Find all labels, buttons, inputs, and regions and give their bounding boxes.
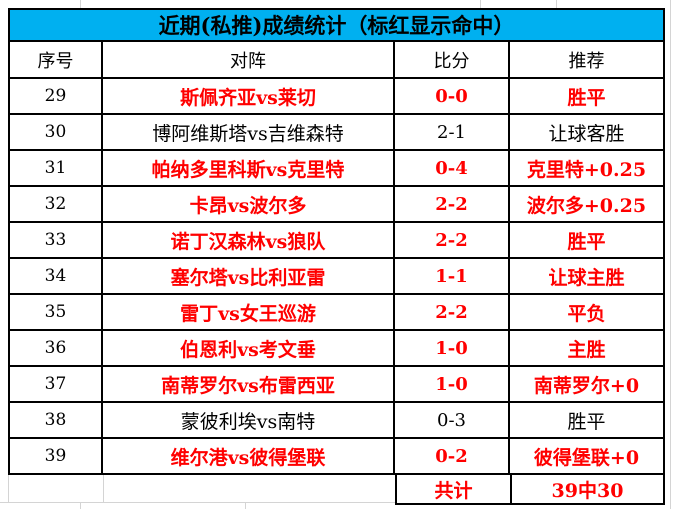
cell-seq[interactable]: 34 xyxy=(10,259,103,295)
cell-seq[interactable]: 38 xyxy=(10,403,103,439)
table-row: 33 诺丁汉森林vs狼队 2-2 胜平 xyxy=(8,223,665,259)
cell-match[interactable]: 南蒂罗尔vs布雷西亚 xyxy=(103,367,395,403)
cell-recommendation[interactable]: 波尔多+0.25 xyxy=(510,187,665,223)
header-seq[interactable]: 序号 xyxy=(10,42,103,79)
gridline-top-2 xyxy=(480,0,481,8)
cell-score[interactable]: 2-2 xyxy=(395,223,510,259)
header-recommendation[interactable]: 推荐 xyxy=(510,42,665,79)
cell-seq[interactable]: 37 xyxy=(10,367,103,403)
cell-seq[interactable]: 31 xyxy=(10,151,103,187)
footer-row: 共计 39中30 xyxy=(8,475,665,505)
table-row: 29 斯佩齐亚vs莱切 0-0 胜平 xyxy=(8,79,665,115)
table-row: 36 伯恩利vs考文垂 1-0 主胜 xyxy=(8,331,665,367)
cell-recommendation[interactable]: 主胜 xyxy=(510,331,665,367)
cell-seq[interactable]: 36 xyxy=(10,331,103,367)
cell-match[interactable]: 卡昂vs波尔多 xyxy=(103,187,395,223)
cell-recommendation[interactable]: 克里特+0.25 xyxy=(510,151,665,187)
cell-seq[interactable]: 39 xyxy=(10,439,103,475)
cell-seq[interactable]: 32 xyxy=(10,187,103,223)
footer-empty-cells[interactable] xyxy=(8,475,395,503)
cell-match[interactable]: 斯佩齐亚vs莱切 xyxy=(103,79,395,115)
header-match[interactable]: 对阵 xyxy=(103,42,395,79)
gridline-right xyxy=(670,0,671,509)
cell-seq[interactable]: 33 xyxy=(10,223,103,259)
cell-score[interactable]: 1-0 xyxy=(395,367,510,403)
table-row: 34 塞尔塔vs比利亚雷 1-1 让球主胜 xyxy=(8,259,665,295)
cell-match[interactable]: 塞尔塔vs比利亚雷 xyxy=(103,259,395,295)
gridline-top-3 xyxy=(556,0,557,8)
gridline-bottom-1 xyxy=(80,503,81,509)
cell-match[interactable]: 帕纳多里科斯vs克里特 xyxy=(103,151,395,187)
gridline-top-1 xyxy=(80,0,81,8)
cell-recommendation[interactable]: 平负 xyxy=(510,295,665,331)
header-row: 序号 对阵 比分 推荐 xyxy=(8,42,665,79)
cell-seq[interactable]: 29 xyxy=(10,79,103,115)
cell-match[interactable]: 诺丁汉森林vs狼队 xyxy=(103,223,395,259)
cell-recommendation[interactable]: 彼得堡联+0 xyxy=(510,439,665,475)
table-row: 30 博阿维斯塔vs吉维森特 2-1 让球客胜 xyxy=(8,115,665,151)
cell-score[interactable]: 0-0 xyxy=(395,79,510,115)
cell-score[interactable]: 0-2 xyxy=(395,439,510,475)
cell-score[interactable]: 2-2 xyxy=(395,295,510,331)
table-row: 39 维尔港vs彼得堡联 0-2 彼得堡联+0 xyxy=(8,439,665,475)
gridline-bottom-h xyxy=(0,502,8,503)
results-table: 近期(私推)成绩统计（标红显示命中） 序号 对阵 比分 推荐 29 斯佩齐亚vs… xyxy=(8,8,665,505)
footer-total-value[interactable]: 39中30 xyxy=(510,475,665,505)
table-row: 35 雷丁vs女王巡游 2-2 平负 xyxy=(8,295,665,331)
table-row: 37 南蒂罗尔vs布雷西亚 1-0 南蒂罗尔+0 xyxy=(8,367,665,403)
cell-seq[interactable]: 35 xyxy=(10,295,103,331)
footer-total-label[interactable]: 共计 xyxy=(395,475,510,505)
cell-score[interactable]: 0-3 xyxy=(395,403,510,439)
cell-match[interactable]: 蒙彼利埃vs南特 xyxy=(103,403,395,439)
cell-score[interactable]: 0-4 xyxy=(395,151,510,187)
cell-recommendation[interactable]: 胜平 xyxy=(510,79,665,115)
gridline-bottom-2 xyxy=(245,503,246,509)
table-row: 38 蒙彼利埃vs南特 0-3 胜平 xyxy=(8,403,665,439)
cell-seq[interactable]: 30 xyxy=(10,115,103,151)
cell-recommendation[interactable]: 让球客胜 xyxy=(510,115,665,151)
header-score[interactable]: 比分 xyxy=(395,42,510,79)
cell-match[interactable]: 维尔港vs彼得堡联 xyxy=(103,439,395,475)
cell-score[interactable]: 2-1 xyxy=(395,115,510,151)
cell-match[interactable]: 博阿维斯塔vs吉维森特 xyxy=(103,115,395,151)
cell-recommendation[interactable]: 让球主胜 xyxy=(510,259,665,295)
cell-score[interactable]: 2-2 xyxy=(395,187,510,223)
table-row: 31 帕纳多里科斯vs克里特 0-4 克里特+0.25 xyxy=(8,151,665,187)
table-row: 32 卡昂vs波尔多 2-2 波尔多+0.25 xyxy=(8,187,665,223)
cell-recommendation[interactable]: 南蒂罗尔+0 xyxy=(510,367,665,403)
footer-empty-seq[interactable] xyxy=(9,475,104,502)
table-body: 29 斯佩齐亚vs莱切 0-0 胜平 30 博阿维斯塔vs吉维森特 2-1 让球… xyxy=(8,79,665,475)
cell-score[interactable]: 1-0 xyxy=(395,331,510,367)
cell-match[interactable]: 伯恩利vs考文垂 xyxy=(103,331,395,367)
cell-recommendation[interactable]: 胜平 xyxy=(510,223,665,259)
cell-score[interactable]: 1-1 xyxy=(395,259,510,295)
table-title[interactable]: 近期(私推)成绩统计（标红显示命中） xyxy=(8,8,665,42)
cell-recommendation[interactable]: 胜平 xyxy=(510,403,665,439)
cell-match[interactable]: 雷丁vs女王巡游 xyxy=(103,295,395,331)
